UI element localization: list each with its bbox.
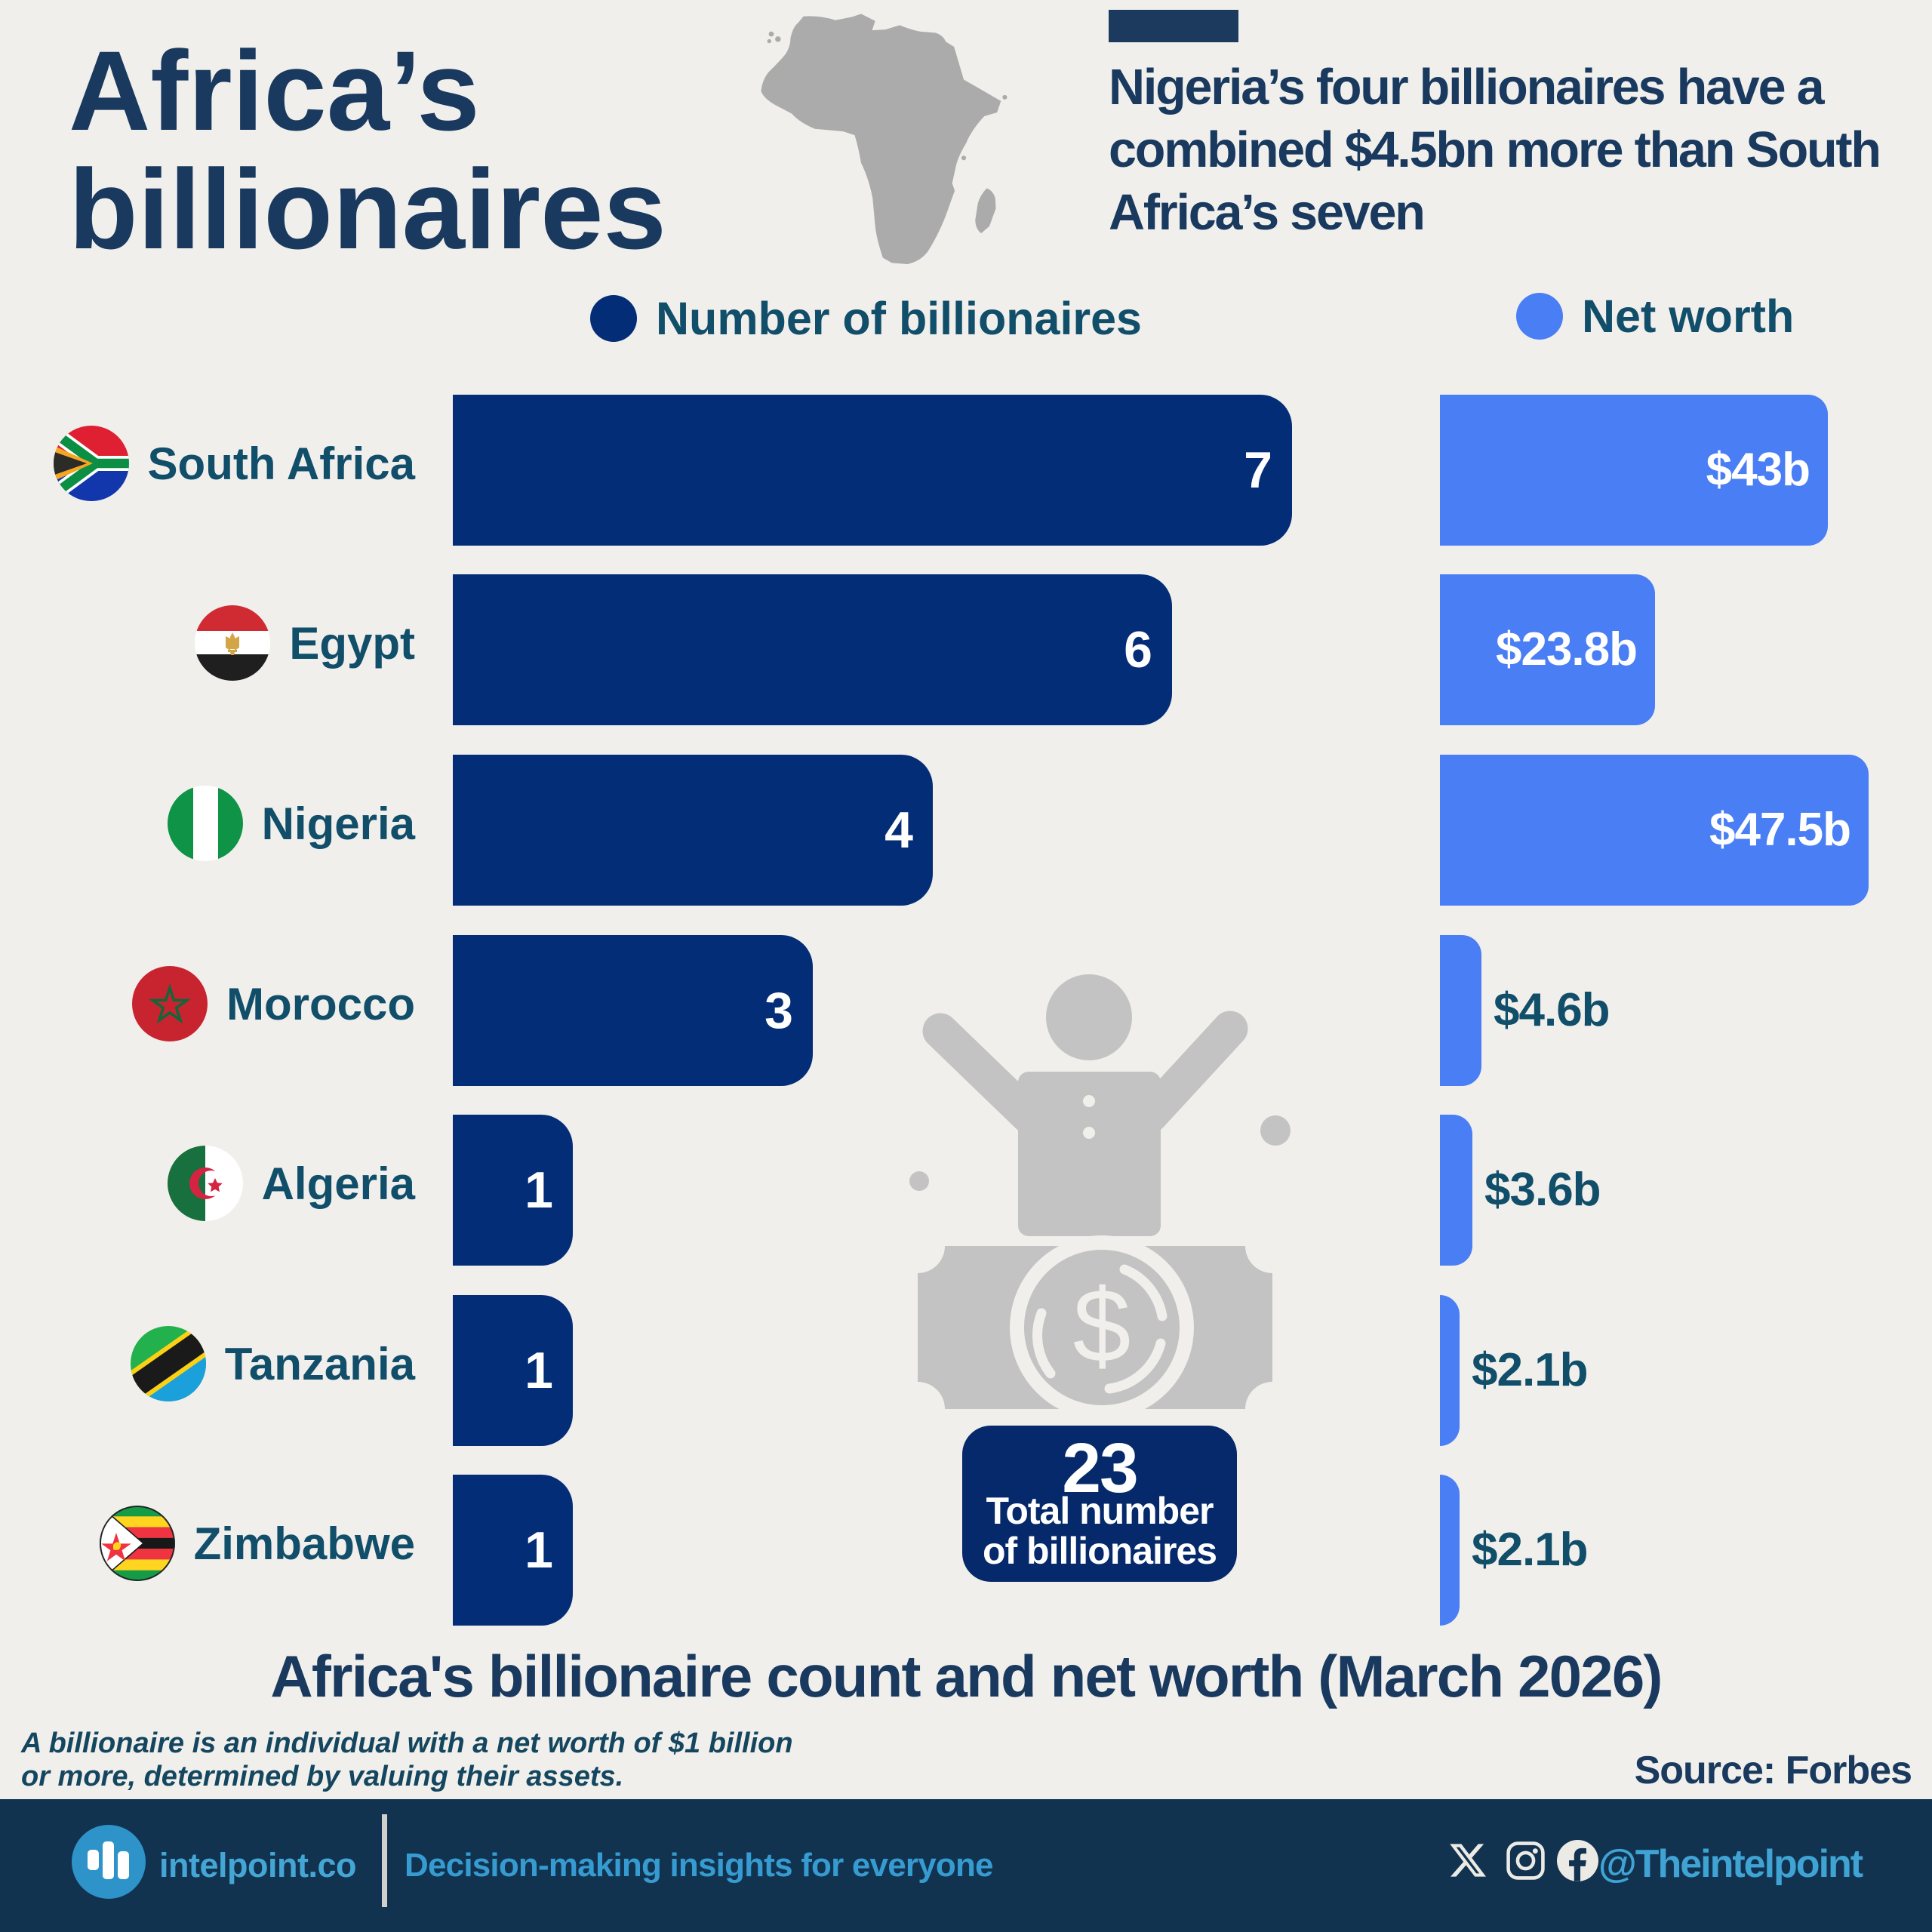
svg-text:$: $ [1073, 1268, 1131, 1384]
